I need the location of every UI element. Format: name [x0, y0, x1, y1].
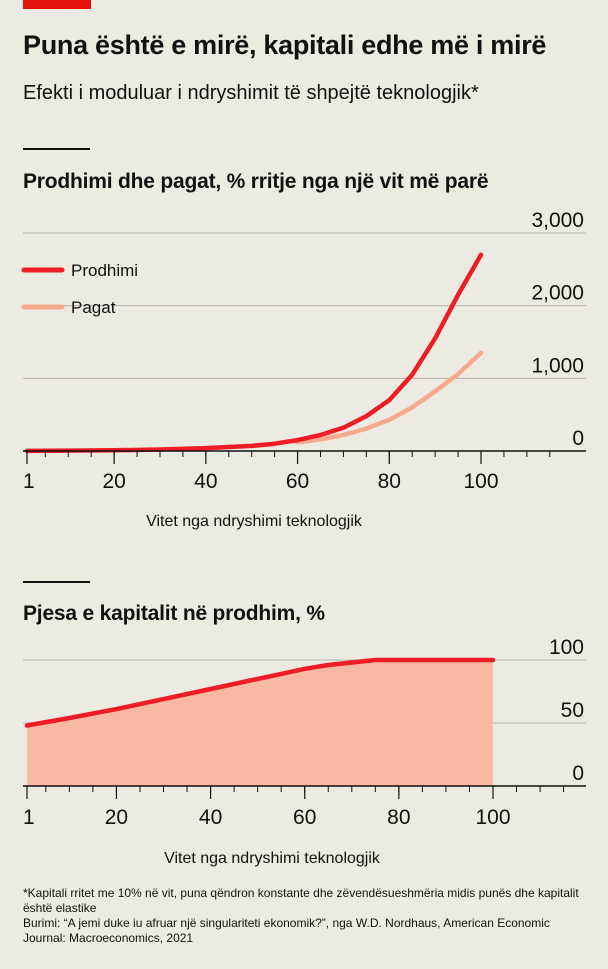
footnote-note: *Kapitali rritet me 10% në vit, puna qën…: [23, 886, 579, 915]
y-tick-label: 100: [549, 636, 584, 659]
capital-share-chart: 0 50 100 1 20 40 60 80 100 Vitet nga ndryshimi te…: [23, 636, 586, 867]
page-title: Puna është e mirë, kapitali edhe më i mi…: [23, 30, 547, 60]
x-tick-label: 1: [23, 470, 35, 493]
y-tick-label: 2,000: [531, 282, 584, 305]
y-tick-label: 1,000: [531, 354, 584, 377]
x-tick-label: 80: [387, 806, 410, 829]
page-subtitle: Efekti i moduluar i ndryshimit të shpejt…: [23, 82, 479, 104]
chart2-divider: [23, 581, 90, 583]
chart1-title: Prodhimi dhe pagat, % rritje nga një vit…: [23, 170, 489, 193]
x-tick-label: 20: [105, 806, 128, 829]
y-tick-label: 0: [572, 427, 584, 450]
legend-label-output: Prodhimi: [71, 261, 138, 280]
x-axis-title: Vitet nga ndryshimi teknologjik: [146, 513, 363, 530]
x-tick-label: 60: [293, 806, 316, 829]
capital-share-area: [27, 660, 493, 786]
x-tick-label: 100: [463, 470, 498, 493]
x-axis-title: Vitet nga ndryshimi teknologjik: [164, 850, 381, 867]
chart2-title: Pjesa e kapitalit në prodhim, %: [23, 602, 325, 625]
output-wages-chart: 0 1,000 2,000 3,000 1 20 40 60 80 100 Vitet nga nd…: [21, 209, 586, 530]
y-tick-label: 0: [572, 762, 584, 785]
series-line-output: [24, 252, 484, 454]
x-tick-label: 100: [475, 806, 510, 829]
x-tick-label: 1: [23, 806, 35, 829]
x-tick-label: 60: [286, 470, 309, 493]
x-tick-label: 20: [102, 470, 125, 493]
series-line-wages: [295, 350, 484, 445]
footnote-source: Burimi: “A jemi duke iu afruar një singu…: [23, 916, 550, 945]
brand-bar: [23, 0, 91, 9]
x-tick-label: 80: [378, 470, 401, 493]
footnote: *Kapitali rritet me 10% në vit, puna qën…: [23, 886, 591, 946]
y-tick-label: 50: [561, 699, 584, 722]
chart1-divider: [23, 148, 90, 150]
y-tick-label: 3,000: [531, 209, 584, 232]
x-tick-label: 40: [199, 806, 222, 829]
x-tick-label: 40: [194, 470, 217, 493]
legend-label-wages: Pagat: [71, 298, 116, 317]
capital-share-line: [24, 657, 496, 728]
